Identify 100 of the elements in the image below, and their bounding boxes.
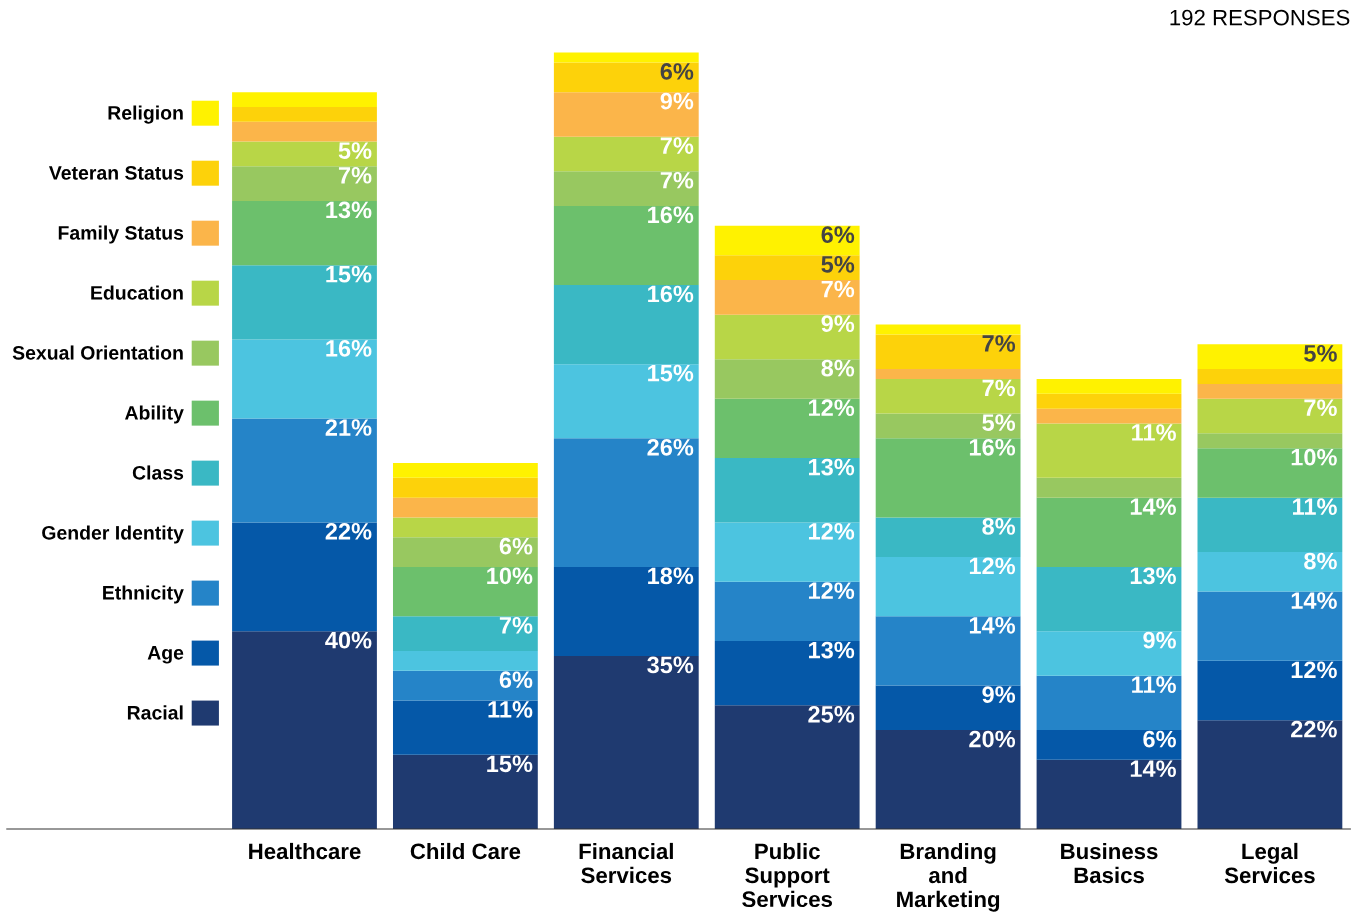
bar xyxy=(553,438,699,567)
data-label: 22% xyxy=(325,523,372,540)
data-label: 12% xyxy=(1291,661,1337,679)
bar xyxy=(553,205,699,285)
bar xyxy=(392,497,538,518)
legend-label: Ethnicity xyxy=(103,585,184,604)
data-label: 8% xyxy=(1304,552,1337,570)
data-label: 12% xyxy=(969,557,1016,575)
bar xyxy=(714,398,860,459)
data-label: 16% xyxy=(326,340,372,357)
bar xyxy=(1197,448,1343,498)
bar xyxy=(392,700,538,755)
bar xyxy=(1197,591,1343,661)
data-label: 20% xyxy=(969,730,1016,748)
bar xyxy=(1036,631,1182,676)
data-label: 12% xyxy=(809,523,855,540)
bar xyxy=(1036,759,1182,829)
x-tick-label: Legal Services xyxy=(1224,842,1315,884)
data-label: 7% xyxy=(338,167,372,184)
data-label: 7% xyxy=(660,171,694,189)
bar xyxy=(553,285,699,365)
data-label: 6% xyxy=(499,671,533,689)
bar xyxy=(714,280,860,315)
bar xyxy=(1036,408,1182,424)
data-label: 9% xyxy=(660,92,694,110)
bar xyxy=(875,438,1021,518)
legend-label: Education xyxy=(91,285,183,300)
bar xyxy=(232,141,377,167)
bar xyxy=(232,200,377,266)
data-label: 7% xyxy=(982,379,1016,397)
bar xyxy=(392,477,538,498)
data-label: 7% xyxy=(1304,399,1337,417)
data-label: 5% xyxy=(982,414,1016,431)
data-label: 13% xyxy=(809,458,855,476)
bar xyxy=(553,136,699,172)
bar xyxy=(553,655,699,829)
bar xyxy=(714,581,860,642)
bar xyxy=(392,537,538,567)
bar xyxy=(714,641,860,706)
bar xyxy=(1197,660,1343,721)
bar xyxy=(875,413,1021,439)
data-label: 5% xyxy=(338,142,372,159)
legend-label: Family Status xyxy=(58,225,184,244)
data-label: 9% xyxy=(1143,631,1176,649)
x-tick-label: Business Basics xyxy=(1061,842,1158,884)
legend-label: Racial xyxy=(127,705,183,720)
bar xyxy=(1036,675,1182,731)
bar xyxy=(553,92,699,137)
bar xyxy=(1036,393,1182,409)
legend-label: Gender Identity xyxy=(42,525,184,544)
bar xyxy=(553,364,699,439)
bar xyxy=(232,522,377,632)
bar xyxy=(1197,398,1343,434)
data-label: 9% xyxy=(982,686,1016,703)
data-label: 10% xyxy=(1291,448,1337,466)
data-label: 5% xyxy=(821,256,855,273)
x-tick-label: Healthcare xyxy=(249,842,361,860)
data-label: 7% xyxy=(982,335,1016,352)
bar xyxy=(232,92,377,107)
bar xyxy=(1197,497,1343,553)
data-label: 15% xyxy=(326,265,372,283)
bar xyxy=(232,631,377,829)
bar xyxy=(714,522,860,582)
legend-label: Age xyxy=(147,646,184,664)
bar xyxy=(714,458,860,523)
data-label: 15% xyxy=(487,755,533,773)
data-label: 16% xyxy=(969,438,1016,456)
data-label: 8% xyxy=(982,518,1016,535)
data-label: 13% xyxy=(326,201,372,219)
data-label: 6% xyxy=(660,63,694,80)
bar xyxy=(714,314,860,360)
data-label: 7% xyxy=(821,280,855,298)
bar xyxy=(392,463,538,478)
data-label: 10% xyxy=(487,567,533,585)
data-label: 11% xyxy=(1293,498,1337,515)
bar xyxy=(875,324,1021,335)
bar xyxy=(232,121,377,142)
data-label: 16% xyxy=(648,285,694,303)
data-label: 5% xyxy=(1304,345,1337,362)
data-label: 6% xyxy=(821,226,855,243)
bar xyxy=(392,754,538,829)
data-label: 6% xyxy=(499,537,533,555)
bar xyxy=(875,557,1021,617)
data-label: 13% xyxy=(1130,567,1176,585)
bar xyxy=(714,705,860,829)
data-label: 11% xyxy=(1132,424,1176,441)
text: 192 RESPONSES xyxy=(1170,9,1350,26)
bar xyxy=(1197,720,1343,829)
data-label: 11% xyxy=(488,701,533,718)
data-label: 9% xyxy=(821,315,855,333)
bar xyxy=(1197,552,1343,592)
bar xyxy=(714,359,860,399)
data-label: 14% xyxy=(1291,592,1337,609)
bar xyxy=(392,517,538,538)
bar xyxy=(1197,369,1343,384)
data-label: 7% xyxy=(499,617,533,634)
data-label: 12% xyxy=(809,582,855,600)
data-label: 25% xyxy=(808,705,855,723)
data-label: 16% xyxy=(648,206,694,224)
data-label: 40% xyxy=(325,631,372,649)
